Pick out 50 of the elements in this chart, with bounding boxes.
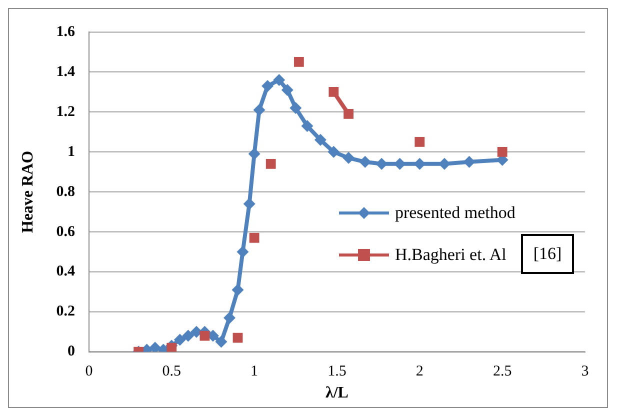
point [243, 198, 256, 210]
y-tick-label: 1.2 [56, 104, 75, 120]
point [359, 156, 372, 168]
point [328, 87, 339, 97]
point [344, 109, 354, 119]
point [232, 284, 244, 296]
point [149, 342, 162, 352]
y-tick-label: 0 [67, 344, 75, 360]
point [290, 102, 302, 114]
x-tick-label: 3 [581, 364, 589, 380]
point [200, 330, 210, 341]
x-tick-label: 1 [250, 364, 258, 380]
point [224, 312, 236, 324]
point [232, 332, 243, 343]
x-tick-label: 2 [416, 364, 424, 380]
point [301, 120, 314, 132]
point [314, 134, 326, 146]
annotation: [16] [521, 234, 574, 274]
point [328, 146, 340, 158]
point [166, 342, 177, 352]
point [215, 336, 228, 348]
legend-label: presented method [394, 202, 516, 223]
x-tick-label: 2.5 [492, 364, 512, 380]
x-axis-title: λ/L [325, 384, 348, 402]
x-tick-label: 0.5 [162, 364, 181, 380]
point [249, 232, 260, 243]
point [414, 136, 425, 147]
y-axis-title: Heave RAO [20, 150, 37, 233]
x-tick-label: 1.5 [328, 364, 346, 380]
y-tick-label: 0.4 [56, 264, 76, 280]
y-tick-label: 1.4 [56, 64, 76, 80]
point [294, 57, 304, 67]
point [248, 148, 260, 160]
point [182, 330, 194, 342]
point [174, 334, 186, 346]
point [273, 74, 286, 86]
legend-label: H.Bagheri et. Al [394, 244, 506, 265]
point [236, 246, 249, 258]
y-tick-label: 1 [67, 144, 75, 160]
y-tick-label: 0.2 [56, 304, 75, 320]
y-tick-label: 1.6 [56, 24, 76, 40]
point [281, 84, 294, 96]
point [262, 80, 274, 92]
y-tick-label: 0.6 [56, 224, 76, 240]
point [497, 146, 508, 157]
point [342, 152, 355, 164]
point [266, 158, 276, 169]
point [253, 104, 266, 116]
x-tick-label: 0 [85, 364, 93, 380]
y-tick-label: 0.8 [56, 184, 75, 200]
